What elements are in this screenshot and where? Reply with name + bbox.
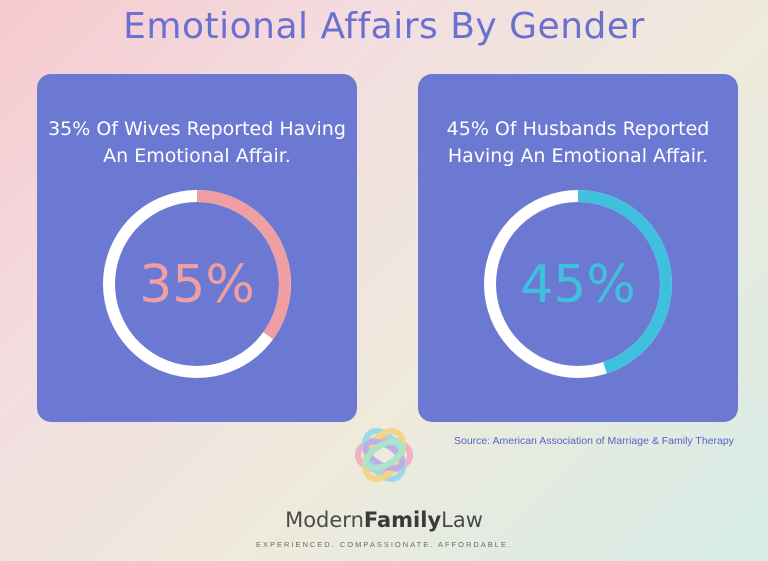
source-note: Source: American Association of Marriage…	[454, 435, 734, 447]
brand-tagline: EXPERIENCED. COMPASSIONATE. AFFORDABLE.	[255, 540, 513, 549]
husbands-percent-label: 45%	[520, 255, 636, 315]
circular-knot-logo-icon	[355, 428, 413, 482]
brand-part1: Modern	[285, 508, 364, 532]
husbands-donut-chart: 45%	[484, 190, 672, 378]
brand-part3: Law	[441, 508, 483, 532]
wives-caption-line1: 35% Of Wives Reported Having	[48, 118, 346, 140]
wives-percent-label: 35%	[139, 255, 255, 315]
wives-donut-value-arc	[103, 190, 291, 378]
husbands-caption-line2: Having An Emotional Affair.	[447, 145, 709, 167]
wives-card: 35% Of Wives Reported Having An Emotiona…	[37, 74, 357, 422]
wives-caption-line2: An Emotional Affair.	[103, 145, 291, 167]
brand-wordmark: ModernFamilyLaw	[0, 508, 768, 532]
husbands-donut-value-arc	[484, 190, 672, 378]
page-title: Emotional Affairs By Gender	[123, 6, 645, 47]
brand-part2: Family	[363, 508, 442, 532]
husbands-caption-line1: 45% Of Husbands Reported	[446, 118, 710, 140]
wives-caption: 35% Of Wives Reported Having An Emotiona…	[37, 116, 357, 170]
husbands-caption: 45% Of Husbands Reported Having An Emoti…	[418, 116, 738, 170]
husbands-card: 45% Of Husbands Reported Having An Emoti…	[418, 74, 738, 422]
wives-donut-chart: 35%	[103, 190, 291, 378]
